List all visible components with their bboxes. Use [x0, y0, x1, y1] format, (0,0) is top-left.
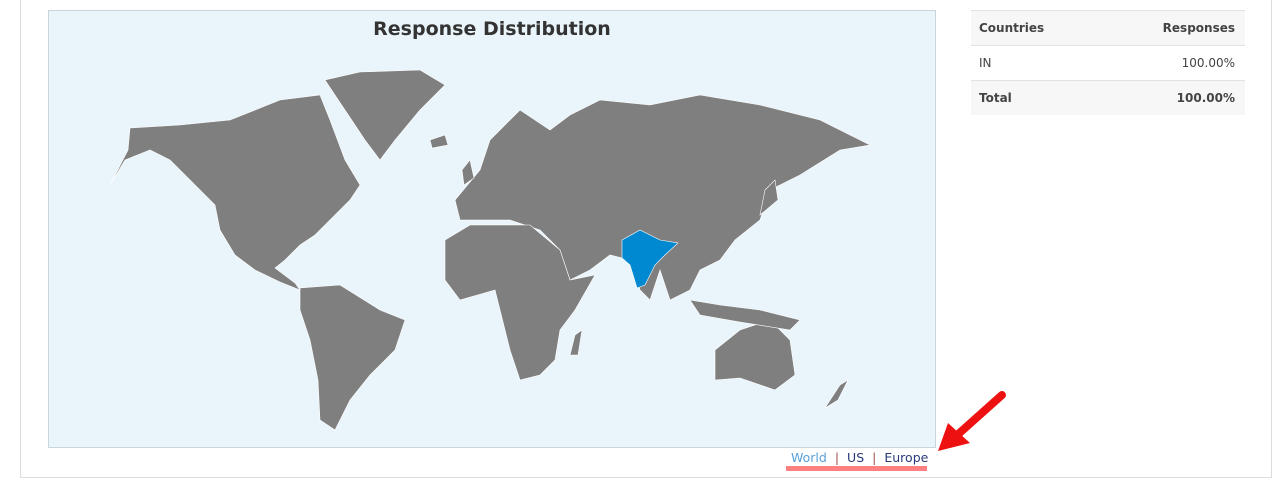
madagascar[interactable] — [569, 329, 583, 356]
header-responses: Responses — [1100, 10, 1245, 46]
uk[interactable] — [461, 159, 475, 186]
world-map[interactable]: Response Distribution — [48, 10, 936, 448]
total-label: Total — [971, 80, 1101, 115]
japan[interactable] — [759, 179, 779, 216]
north-america[interactable] — [109, 94, 361, 291]
us-link[interactable]: US — [847, 450, 865, 465]
table-header-row: Countries Responses — [971, 10, 1245, 46]
total-row: Total 100.00% — [971, 80, 1245, 115]
greenland[interactable] — [324, 69, 446, 161]
header-countries: Countries — [971, 10, 1101, 46]
iceland[interactable] — [429, 134, 449, 149]
africa[interactable] — [444, 224, 596, 381]
australia[interactable] — [714, 319, 796, 391]
new-zealand[interactable] — [824, 379, 849, 409]
map-svg — [109, 69, 871, 431]
country-cell: IN — [971, 45, 1101, 81]
separator: | — [834, 450, 840, 465]
map-region-links: World | US | Europe — [789, 450, 930, 465]
annotation-underline — [786, 466, 927, 471]
separator: | — [872, 450, 877, 465]
table-row: IN 100.00% — [971, 45, 1245, 81]
panel-container — [20, 0, 1272, 478]
south-america[interactable] — [299, 284, 406, 431]
total-value: 100.00% — [1100, 80, 1245, 115]
world-link[interactable]: World — [791, 450, 827, 465]
responses-table: Countries Responses IN 100.00% Total 100… — [971, 10, 1245, 115]
map-title: Response Distribution — [373, 18, 611, 40]
europe-link[interactable]: Europe — [884, 450, 929, 465]
annotation-arrow-icon — [938, 391, 1006, 451]
indonesia[interactable] — [689, 299, 801, 331]
india-highlighted[interactable] — [621, 229, 679, 289]
responses-cell: 100.00% — [1100, 45, 1245, 81]
